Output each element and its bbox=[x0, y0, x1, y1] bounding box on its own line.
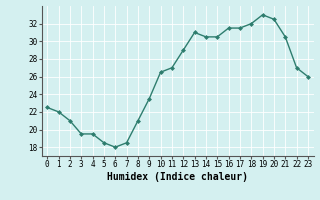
X-axis label: Humidex (Indice chaleur): Humidex (Indice chaleur) bbox=[107, 172, 248, 182]
